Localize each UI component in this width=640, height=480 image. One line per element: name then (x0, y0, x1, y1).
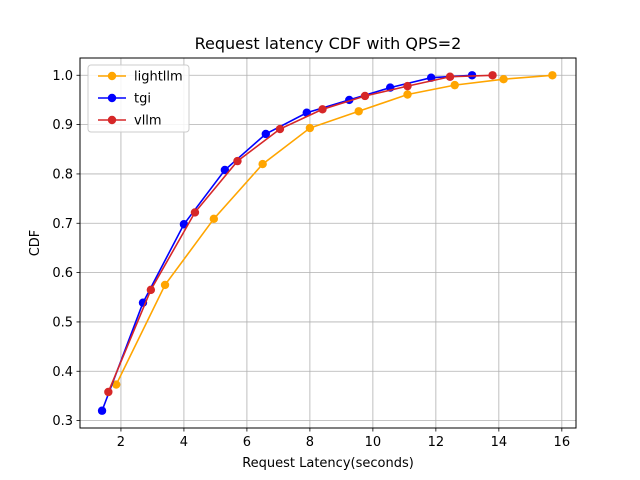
data-point-vllm (488, 71, 497, 80)
data-point-lightllm (258, 159, 267, 169)
legend-label: tgi (134, 92, 151, 107)
x-tick-label: 6 (243, 435, 251, 450)
legend-marker (107, 71, 117, 81)
data-point-lightllm (112, 380, 121, 389)
legend-item-tgi: tgi (98, 92, 151, 107)
data-point-vllm (104, 387, 113, 397)
data-point-vllm (190, 208, 200, 217)
y-tick-label: 0.5 (52, 315, 73, 330)
data-point-vllm (445, 72, 455, 81)
x-tick-label: 2 (117, 435, 125, 450)
y-tick-label: 1.0 (52, 69, 73, 84)
data-point-vllm (275, 124, 285, 134)
data-point-vllm (318, 105, 327, 114)
data-point-lightllm (499, 75, 508, 84)
data-point-vllm (360, 91, 370, 101)
data-point-lightllm (450, 80, 459, 90)
data-point-lightllm (548, 71, 557, 80)
data-point-lightllm (209, 214, 219, 224)
data-point-lightllm (403, 90, 412, 99)
y-tick-label: 0.7 (52, 217, 73, 232)
data-point-lightllm (160, 280, 170, 290)
data-point-tgi (220, 165, 230, 175)
data-point-tgi (97, 406, 107, 415)
data-point-lightllm (305, 123, 315, 133)
legend: lightllm tgi vllm (87, 64, 190, 133)
y-tick-label: 0.3 (52, 414, 73, 429)
x-axis: 2 4 6 8 10 12 14 16 (117, 428, 570, 450)
data-point-vllm (146, 285, 156, 295)
data-point-lightllm (354, 107, 363, 116)
y-axis-label: CDF (28, 230, 43, 257)
legend-marker (107, 93, 117, 103)
legend-marker (107, 115, 117, 125)
series-line-tgi (101, 74, 473, 412)
data-point-tgi (261, 129, 271, 139)
legend-item-lightllm: lightllm (98, 70, 183, 85)
x-tick-label: 8 (306, 435, 314, 450)
series-lightllm (112, 71, 557, 389)
data-point-vllm (233, 156, 242, 166)
data-point-vllm (403, 81, 412, 91)
series-line-vllm (107, 74, 493, 393)
y-tick-label: 0.4 (52, 365, 73, 380)
x-tick-label: 12 (428, 435, 445, 450)
data-point-tgi (179, 220, 189, 229)
x-tick-label: 10 (365, 435, 382, 450)
y-tick-label: 0.6 (52, 266, 73, 281)
x-tick-label: 14 (491, 435, 508, 450)
y-tick-label: 0.9 (52, 118, 73, 133)
legend-label: vllm (134, 114, 162, 129)
legend-label: lightllm (134, 70, 183, 85)
plot-frame (79, 57, 577, 429)
chart-title: Request latency CDF with QPS=2 (195, 34, 462, 53)
legend-box (87, 64, 190, 133)
series-layer (97, 71, 557, 415)
series-line-lightllm (115, 74, 553, 385)
y-tick-label: 0.8 (52, 167, 73, 182)
series-vllm (104, 71, 497, 397)
x-tick-label: 16 (554, 435, 571, 450)
y-axis: 0.3 0.4 0.5 0.6 0.7 0.8 0.9 1.0 (52, 69, 80, 429)
legend-item-vllm: vllm (98, 114, 162, 129)
grid (80, 58, 576, 428)
x-tick-label: 4 (180, 435, 188, 450)
x-axis-label: Request Latency(seconds) (242, 456, 414, 471)
